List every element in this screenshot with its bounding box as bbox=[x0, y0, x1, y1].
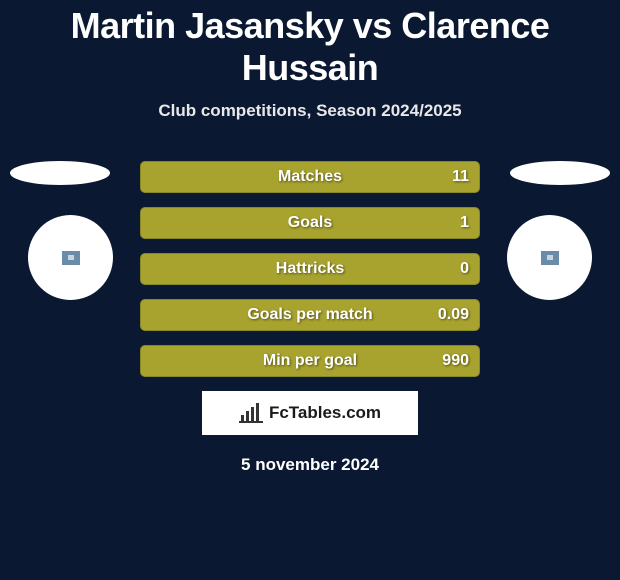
stat-row-matches: Matches 11 bbox=[140, 161, 480, 193]
avatar-placeholder-icon bbox=[541, 251, 559, 265]
stat-label: Hattricks bbox=[276, 260, 344, 278]
stat-row-goals-per-match: Goals per match 0.09 bbox=[140, 299, 480, 331]
page-subtitle: Club competitions, Season 2024/2025 bbox=[0, 101, 620, 121]
player-right-avatar bbox=[507, 215, 592, 300]
stats-bars: Matches 11 Goals 1 Hattricks 0 Goals per… bbox=[140, 161, 480, 377]
stat-label: Min per goal bbox=[263, 352, 357, 370]
stat-label: Goals bbox=[288, 214, 332, 232]
branding-box: FcTables.com bbox=[202, 391, 418, 435]
stat-label: Matches bbox=[278, 168, 342, 186]
avatar-placeholder-icon bbox=[62, 251, 80, 265]
branding-text: FcTables.com bbox=[269, 403, 381, 423]
stat-row-goals: Goals 1 bbox=[140, 207, 480, 239]
stat-value: 990 bbox=[442, 352, 469, 370]
player-left-ellipse bbox=[10, 161, 110, 185]
stat-value: 11 bbox=[452, 168, 469, 186]
stat-value: 1 bbox=[460, 214, 469, 232]
stat-value: 0 bbox=[460, 260, 469, 278]
container: Martin Jasansky vs Clarence Hussain Club… bbox=[0, 0, 620, 580]
stat-label: Goals per match bbox=[247, 306, 372, 324]
player-left-avatar bbox=[28, 215, 113, 300]
date-text: 5 november 2024 bbox=[0, 455, 620, 475]
main-content: Matches 11 Goals 1 Hattricks 0 Goals per… bbox=[0, 161, 620, 475]
stat-row-hattricks: Hattricks 0 bbox=[140, 253, 480, 285]
stat-value: 0.09 bbox=[438, 306, 469, 324]
player-right-ellipse bbox=[510, 161, 610, 185]
stat-row-min-per-goal: Min per goal 990 bbox=[140, 345, 480, 377]
page-title: Martin Jasansky vs Clarence Hussain bbox=[0, 5, 620, 89]
branding-chart-icon bbox=[239, 403, 263, 423]
